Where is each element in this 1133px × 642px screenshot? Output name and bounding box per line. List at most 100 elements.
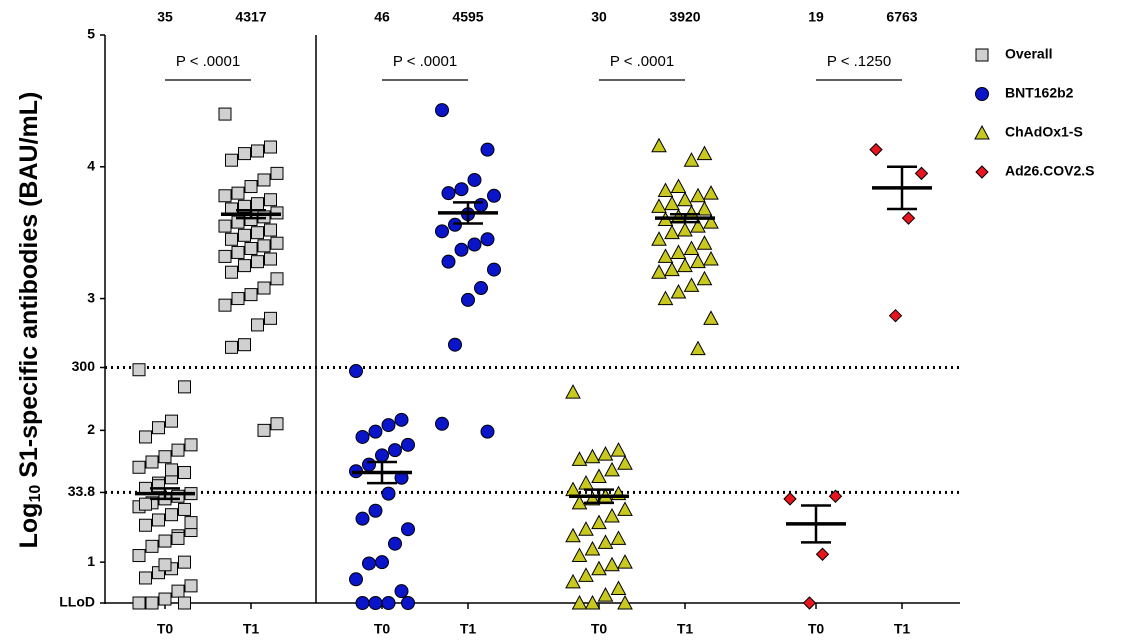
data-point xyxy=(132,596,146,610)
data-point xyxy=(257,281,271,295)
data-point xyxy=(888,308,903,323)
data-point xyxy=(238,259,251,273)
data-point xyxy=(696,200,713,216)
data-point xyxy=(244,180,258,194)
data-point xyxy=(571,594,588,610)
data-point xyxy=(617,455,633,470)
data-point xyxy=(565,527,581,543)
data-point xyxy=(690,253,706,269)
y-tick-label: 2 xyxy=(87,421,95,437)
data-point xyxy=(355,511,370,526)
data-point xyxy=(139,430,152,444)
data-point xyxy=(591,560,607,576)
data-point xyxy=(651,198,667,213)
data-point xyxy=(145,539,159,553)
data-point xyxy=(597,587,614,602)
data-point xyxy=(381,418,396,433)
data-point xyxy=(591,514,607,530)
legend-marker xyxy=(974,124,990,140)
p-value-label: P < .1250 xyxy=(827,53,891,70)
p-value-label: P < .0001 xyxy=(393,53,457,70)
data-point xyxy=(225,340,238,354)
data-point xyxy=(604,556,620,572)
data-point xyxy=(802,596,817,610)
data-point xyxy=(257,239,271,253)
data-point xyxy=(683,152,700,167)
data-point xyxy=(231,186,245,200)
data-point xyxy=(474,198,488,213)
data-point xyxy=(677,221,693,237)
data-point xyxy=(184,579,198,593)
data-point xyxy=(571,547,588,563)
y-tick-label: 300 xyxy=(72,358,96,374)
data-point xyxy=(435,224,449,239)
y-tick-label: LLoD xyxy=(59,594,95,610)
data-point xyxy=(480,424,495,439)
data-point xyxy=(610,580,627,596)
data-point xyxy=(251,197,264,211)
data-point xyxy=(617,594,633,610)
data-point xyxy=(218,107,232,121)
data-point xyxy=(617,554,633,569)
data-point xyxy=(610,530,627,545)
data-point xyxy=(670,244,687,259)
data-point xyxy=(394,584,409,599)
x-tick-label: T1 xyxy=(460,621,477,637)
data-point xyxy=(690,187,706,203)
x-tick-label: T0 xyxy=(591,621,608,637)
data-point xyxy=(165,463,178,477)
data-point xyxy=(231,245,245,259)
data-point xyxy=(139,571,152,585)
x-tick-label: T1 xyxy=(677,621,694,637)
top-value: 19 xyxy=(808,9,824,25)
data-point xyxy=(349,364,363,379)
legend-marker xyxy=(975,87,989,101)
data-point xyxy=(441,254,456,269)
data-point xyxy=(828,489,843,503)
data-point xyxy=(139,497,152,511)
data-point xyxy=(375,555,389,570)
data-point xyxy=(152,513,165,527)
data-point xyxy=(349,572,363,587)
data-point xyxy=(178,466,191,480)
data-point xyxy=(264,223,277,237)
data-point xyxy=(152,479,165,493)
data-point xyxy=(231,292,245,306)
data-point xyxy=(251,226,264,240)
data-point xyxy=(617,501,633,516)
data-point xyxy=(657,182,674,198)
legend-marker xyxy=(975,48,989,62)
data-point xyxy=(690,340,706,356)
data-point xyxy=(225,265,238,279)
data-point xyxy=(604,461,620,477)
data-point xyxy=(238,338,251,352)
data-point xyxy=(158,534,172,548)
data-point xyxy=(651,264,667,279)
data-point xyxy=(355,429,370,444)
data-point xyxy=(651,137,667,153)
data-point xyxy=(664,261,680,277)
data-point xyxy=(591,468,607,483)
data-point xyxy=(565,384,581,399)
data-point xyxy=(171,531,185,545)
data-point xyxy=(690,218,706,233)
data-point xyxy=(171,443,185,457)
data-point xyxy=(238,228,251,242)
data-point xyxy=(145,455,159,469)
data-point xyxy=(474,281,488,296)
data-point xyxy=(381,596,396,610)
data-point xyxy=(218,298,232,312)
legend-label: Ad26.COV2.S xyxy=(1005,163,1094,179)
data-point xyxy=(683,240,700,255)
data-point xyxy=(571,494,588,510)
data-point xyxy=(435,103,449,118)
y-label-rest: S1-specific antibodies (BAU/mL) xyxy=(15,92,43,485)
data-point xyxy=(578,475,594,490)
data-point xyxy=(145,596,159,610)
data-point xyxy=(657,290,674,306)
data-point xyxy=(696,270,713,286)
data-point xyxy=(178,555,191,569)
data-point xyxy=(251,144,264,158)
data-point xyxy=(178,502,191,516)
data-point xyxy=(703,214,719,229)
